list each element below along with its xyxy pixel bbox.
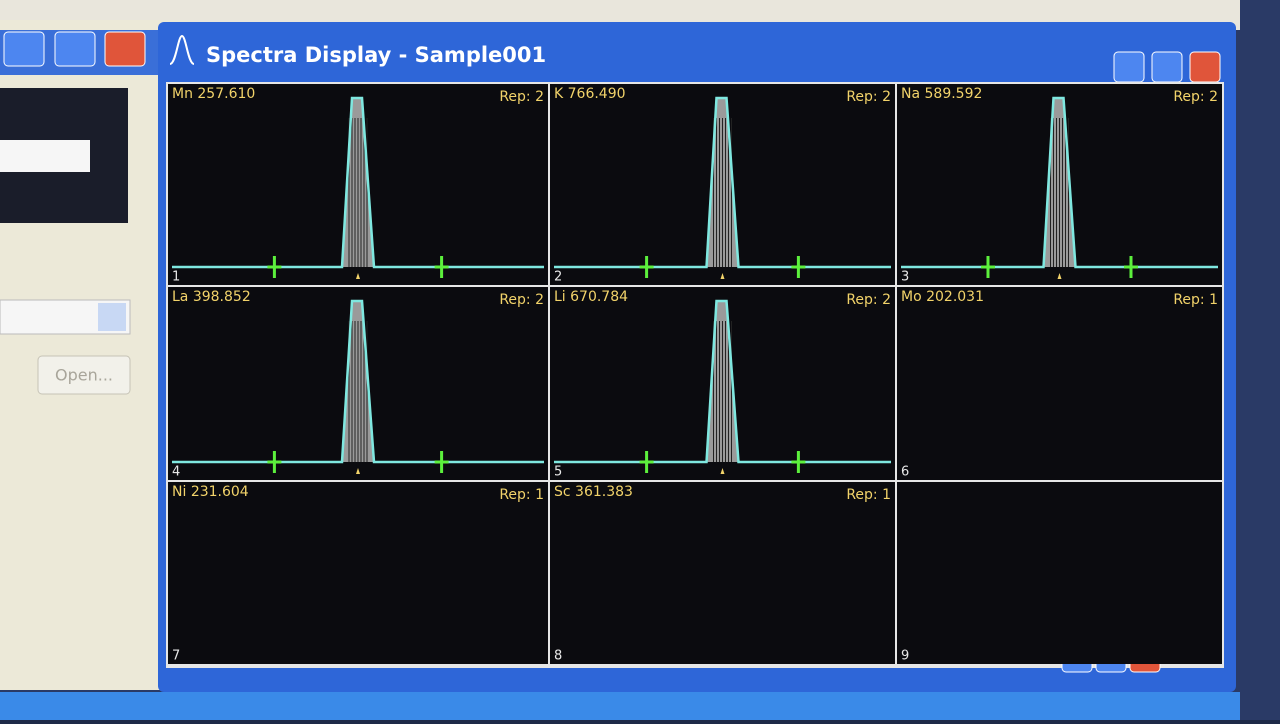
panel-number: 6	[901, 465, 909, 480]
center-tick	[1057, 273, 1062, 279]
element-label: Sc 361.383	[554, 484, 633, 500]
element-label: Li 670.784	[554, 289, 628, 305]
marker-cross	[267, 451, 282, 473]
element-label: Mo 202.031	[901, 289, 984, 305]
panel-number: 7	[172, 649, 180, 664]
marker-cross	[1124, 256, 1138, 278]
marker-cross	[791, 256, 806, 278]
open-button[interactable]	[37, 355, 131, 395]
spectrum-line	[554, 96, 891, 269]
panel-number: 3	[901, 270, 909, 285]
element-label: Na 589.592	[901, 86, 982, 102]
panel-number: 1	[172, 270, 180, 285]
rep-label: Rep: 1	[846, 487, 891, 503]
panel-number: 8	[554, 649, 562, 664]
spectrum-panel	[550, 482, 895, 664]
rep-label: Rep: 2	[846, 292, 891, 308]
center-tick	[720, 273, 725, 279]
marker-cross	[639, 256, 654, 278]
element-label: Ni 231.604	[172, 484, 249, 500]
app-icon	[169, 34, 195, 65]
center-tick	[356, 468, 360, 474]
panel-number: 5	[554, 465, 562, 480]
element-label: Mn 257.610	[172, 86, 255, 102]
rep-label: Rep: 1	[1173, 292, 1218, 308]
spectrum-line	[172, 96, 544, 269]
center-tick	[720, 468, 725, 474]
taskbar	[0, 692, 1240, 720]
marker-cross	[434, 451, 449, 473]
close-button[interactable]	[104, 31, 146, 67]
spectrum-line	[554, 299, 891, 464]
close-button[interactable]	[1189, 51, 1221, 83]
minimize-button[interactable]	[3, 31, 45, 67]
minimize-button[interactable]	[1113, 51, 1145, 83]
marker-cross	[981, 256, 995, 278]
open-button-label: Open...	[55, 366, 113, 385]
rep-label: Rep: 2	[846, 89, 891, 105]
marker-cross	[434, 256, 449, 278]
spectrum-line	[901, 96, 1218, 269]
spectrum-panel	[168, 482, 548, 664]
maximize-button[interactable]	[54, 31, 96, 67]
spectrum-line	[172, 299, 544, 464]
spectrum-panel	[897, 287, 1222, 480]
spectrum-panel	[897, 482, 1222, 664]
element-label: K 766.490	[554, 86, 626, 102]
marker-cross	[791, 451, 806, 473]
center-tick	[356, 273, 360, 279]
panel-number: 9	[901, 649, 909, 664]
rep-label: Rep: 1	[499, 487, 544, 503]
marker-cross	[639, 451, 654, 473]
window-title: Spectra Display - Sample001	[206, 43, 546, 67]
rep-label: Rep: 2	[1173, 89, 1218, 105]
maximize-button[interactable]	[1151, 51, 1183, 83]
left-field	[0, 140, 90, 172]
rep-label: Rep: 2	[499, 89, 544, 105]
marker-cross	[267, 256, 282, 278]
dropdown-arrow[interactable]	[98, 303, 126, 331]
panel-number: 4	[172, 465, 180, 480]
element-label: La 398.852	[172, 289, 251, 305]
panel-number: 2	[554, 270, 562, 285]
rep-label: Rep: 2	[499, 292, 544, 308]
